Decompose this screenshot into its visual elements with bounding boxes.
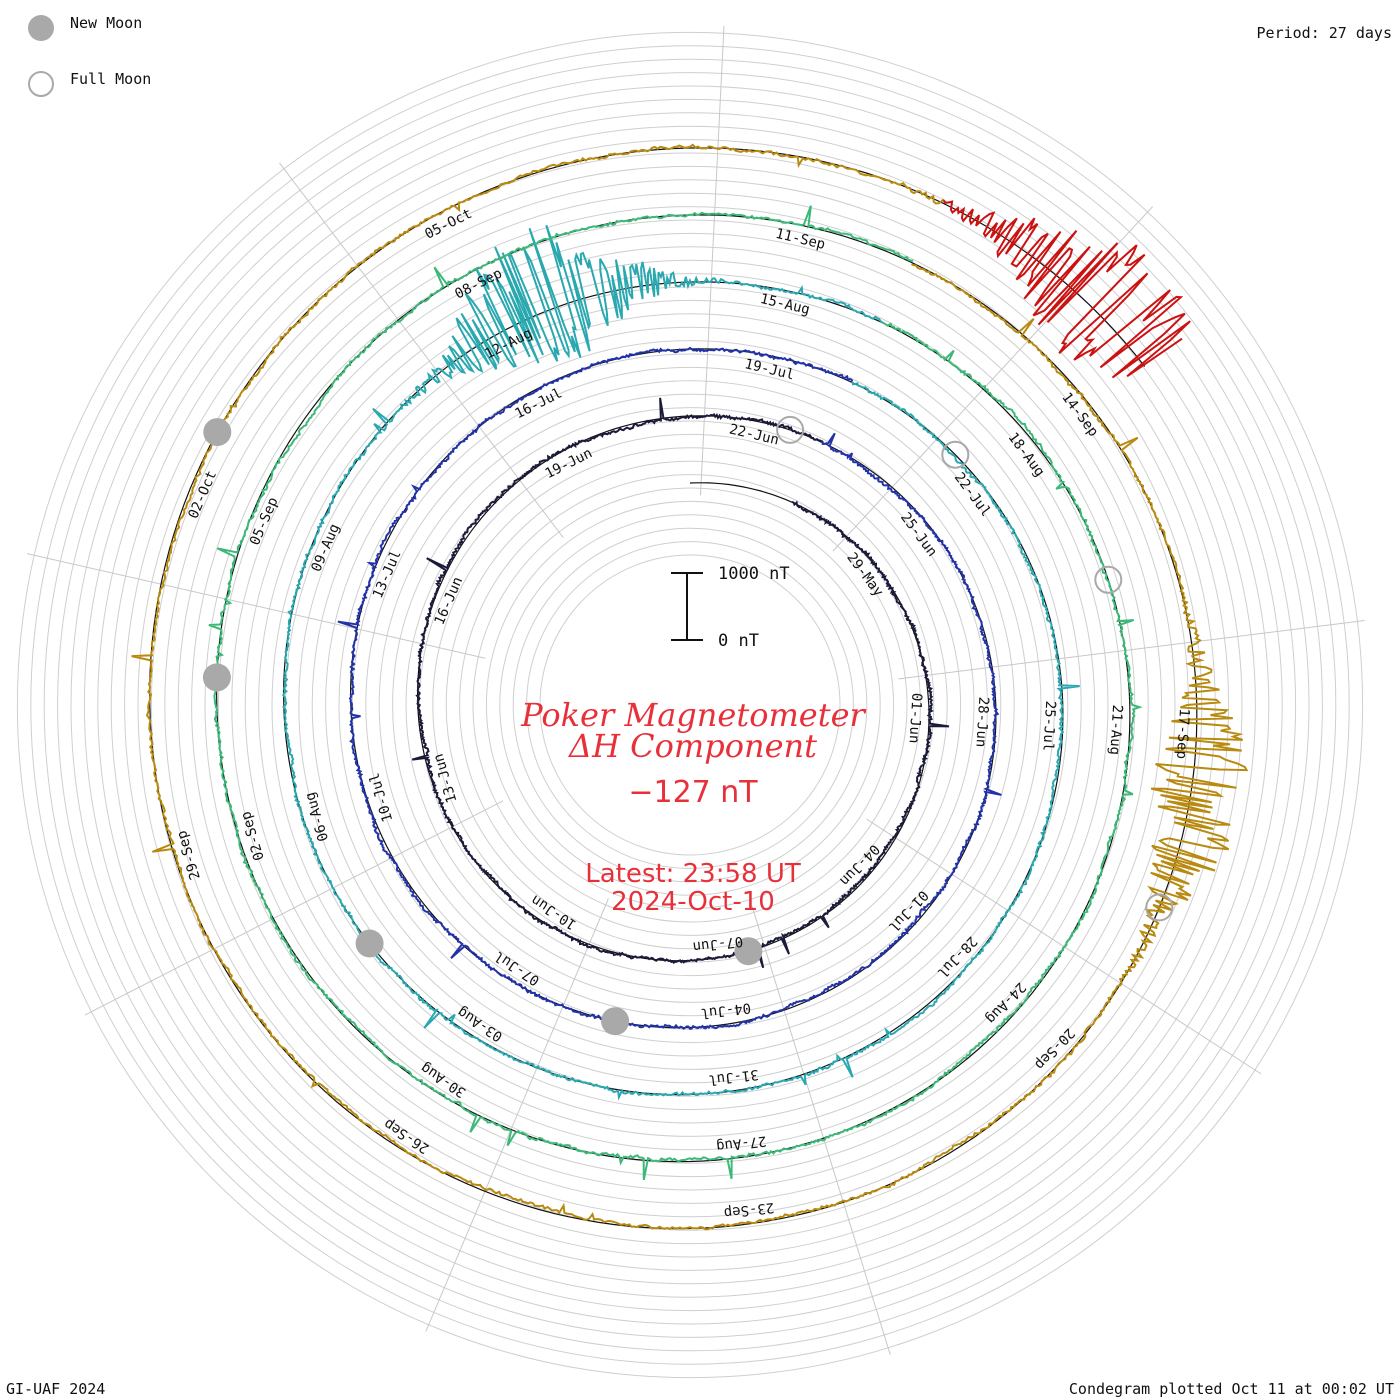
date-label: 27-Aug (715, 1132, 767, 1154)
latest-info: Latest: 23:58 UT 2024-Oct-10 (443, 860, 943, 916)
period-label: Period: 27 days (1256, 24, 1392, 42)
date-label: 09-Aug (308, 522, 343, 575)
grid-circle (325, 340, 1055, 1070)
date-label: 23-Sep (723, 1199, 775, 1221)
grid-circle (204, 219, 1176, 1191)
grid-circle (485, 500, 895, 910)
full-moon-marker (1094, 565, 1123, 594)
grid-spoke (898, 620, 1365, 680)
date-label: 07-Jun (692, 933, 744, 955)
footer-plotted: Condegram plotted Oct 11 at 00:02 UT (1068, 1380, 1394, 1398)
grid-circle (338, 353, 1042, 1057)
grid-circle (43, 58, 1337, 1352)
grid-circle (459, 474, 921, 936)
new-moon-marker (601, 1007, 630, 1036)
date-label: 04-Jul (700, 999, 752, 1021)
new-moon-legend-label: New Moon (70, 14, 143, 32)
date-label: 03-Aug (455, 1003, 506, 1044)
grid-circle (97, 112, 1283, 1298)
date-label: 13-Jul (370, 548, 405, 601)
grid-circle (526, 541, 854, 869)
grid-circle (16, 31, 1364, 1379)
grid-circle (150, 165, 1230, 1245)
date-label: 05-Oct (422, 206, 474, 243)
grid-spoke (26, 553, 486, 659)
grid-spoke (279, 162, 564, 538)
grid-circle (110, 125, 1270, 1285)
grid-spoke (751, 905, 891, 1355)
grid-circle (70, 85, 1310, 1325)
grid-circle (164, 179, 1216, 1231)
full-moon-marker (1145, 893, 1174, 922)
grid-circle (472, 487, 908, 923)
grid-circle (30, 45, 1350, 1365)
date-label: 20-Sep (1031, 1025, 1077, 1073)
chart-title-line2: ΔH Component (568, 727, 818, 765)
grid-circle (231, 246, 1149, 1164)
full-moon-legend-label: Full Moon (70, 70, 152, 88)
trace-ring-2 (337, 346, 1002, 1031)
grid-circle (137, 152, 1243, 1258)
latest-time: Latest: 23:58 UT (585, 859, 801, 889)
grid-circle (298, 313, 1082, 1097)
new-moon-marker (734, 937, 763, 966)
grid-circle (271, 286, 1109, 1124)
date-label: 28-Jul (934, 933, 980, 981)
grid-circle (539, 554, 841, 856)
chart-title: Poker Magnetometer ΔH Component (343, 696, 1043, 765)
trace-ring-6 (942, 199, 1191, 379)
grid-circle (83, 98, 1297, 1312)
grid-circle (432, 447, 948, 963)
grid-circle (258, 273, 1122, 1137)
new-moon-marker (355, 929, 384, 958)
date-label: 17-Sep (1173, 708, 1192, 759)
grid-circle (57, 72, 1323, 1338)
date-label: 16-Jul (513, 385, 565, 422)
footer-credit: GI-UAF 2024 (6, 1380, 106, 1398)
grid-circle (445, 460, 935, 950)
full-moon-marker (941, 440, 970, 469)
new-moon-marker (202, 663, 231, 692)
grid-circle (378, 393, 1002, 1017)
moon-markers (202, 415, 1174, 1036)
ring-traces (131, 143, 1249, 1231)
date-label: 19-Jun (543, 445, 595, 482)
trace-ring-3 (282, 224, 1080, 1101)
new-moon-marker (203, 418, 232, 447)
date-label: 07-Jul (492, 947, 543, 988)
full-moon-legend-icon (28, 71, 54, 97)
date-label: 21-Aug (1106, 704, 1125, 755)
grid-circle (177, 192, 1203, 1218)
date-label: 31-Jul (707, 1066, 759, 1088)
grid-circle (512, 527, 868, 883)
latest-date: 2024-Oct-10 (611, 887, 775, 917)
grid-circle (217, 232, 1163, 1178)
date-label: 01-Jun (906, 692, 925, 743)
grid-circle (405, 420, 975, 990)
new-moon-legend-icon (28, 15, 54, 41)
current-value: −127 nT (628, 775, 758, 810)
grid-circle (499, 514, 881, 896)
scale-bar-top-label: 1000 nT (718, 564, 790, 584)
date-label: 16-Jun (432, 575, 467, 628)
grid-spoke (425, 898, 609, 1332)
trace-ring-4 (208, 205, 1143, 1181)
chart-title-line1: Poker Magnetometer (521, 696, 865, 734)
trace-ring-5 (131, 143, 1249, 1231)
grid-spoke (84, 800, 504, 1016)
date-label: 28-Jun (972, 696, 991, 747)
scale-bar (671, 572, 703, 641)
grid-circle (124, 139, 1256, 1271)
date-label: 25-Jul (1039, 700, 1058, 751)
scale-bar-bottom-label: 0 nT (718, 631, 759, 651)
full-moon-marker (776, 415, 805, 444)
grid-circle (311, 326, 1069, 1084)
trace-ring-1 (411, 397, 950, 969)
grid-circle (392, 407, 988, 1003)
chart-spokes (26, 25, 1365, 1355)
